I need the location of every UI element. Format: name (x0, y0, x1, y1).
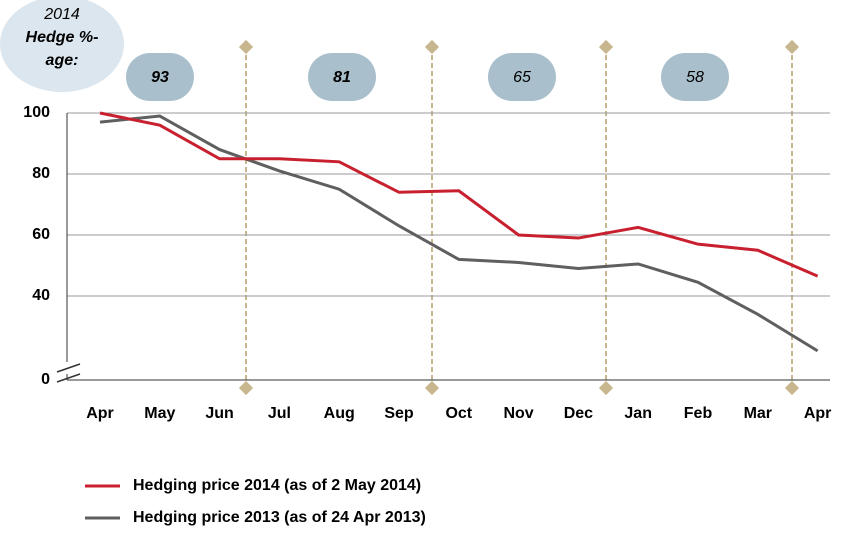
axis-break (56, 363, 81, 373)
axis-break (56, 373, 81, 383)
x-tick-label: Sep (384, 405, 414, 422)
x-tick-label: Dec (564, 405, 593, 422)
hedge-value: 93 (151, 69, 169, 86)
hedge-pill (308, 53, 376, 101)
hedge-label: age: (46, 52, 79, 69)
hedge-label-bubble (0, 0, 124, 92)
divider-diamond (238, 380, 254, 396)
series-line (99, 111, 819, 278)
hedge-value: 58 (686, 69, 704, 86)
hedge-value: 65 (513, 69, 531, 86)
x-tick-label: Jan (624, 405, 652, 422)
divider-diamond (598, 39, 614, 55)
hedge-value: 81 (333, 69, 351, 86)
y-tick-label: 80 (32, 165, 50, 182)
divider-diamond (424, 39, 440, 55)
hedge-label: Hedge %- (26, 29, 99, 46)
divider-diamond (424, 380, 440, 396)
x-tick-label: Jun (205, 405, 233, 422)
y-tick-label: 0 (41, 371, 50, 388)
hedge-label: 2014 (43, 6, 80, 23)
x-tick-label: Feb (684, 405, 713, 422)
series-line (99, 114, 819, 353)
x-tick-label: Aug (324, 405, 355, 422)
x-tick-label: Apr (804, 405, 832, 422)
divider-diamond (784, 39, 800, 55)
y-tick-label: 40 (32, 287, 50, 304)
hedge-pill (126, 53, 194, 101)
y-tick-label: 60 (32, 226, 50, 243)
y-tick-label: 100 (23, 104, 50, 121)
x-tick-label: May (144, 405, 175, 422)
hedge-pill (488, 53, 556, 101)
legend-label: Hedging price 2014 (as of 2 May 2014) (133, 477, 421, 494)
x-tick-label: Nov (503, 405, 533, 422)
x-tick-label: Jul (268, 405, 291, 422)
divider-diamond (784, 380, 800, 396)
divider-diamond (598, 380, 614, 396)
x-tick-label: Mar (744, 405, 772, 422)
x-tick-label: Oct (445, 405, 472, 422)
legend-label: Hedging price 2013 (as of 24 Apr 2013) (133, 509, 426, 526)
divider-diamond (238, 39, 254, 55)
hedge-pill (661, 53, 729, 101)
x-tick-label: Apr (86, 405, 114, 422)
